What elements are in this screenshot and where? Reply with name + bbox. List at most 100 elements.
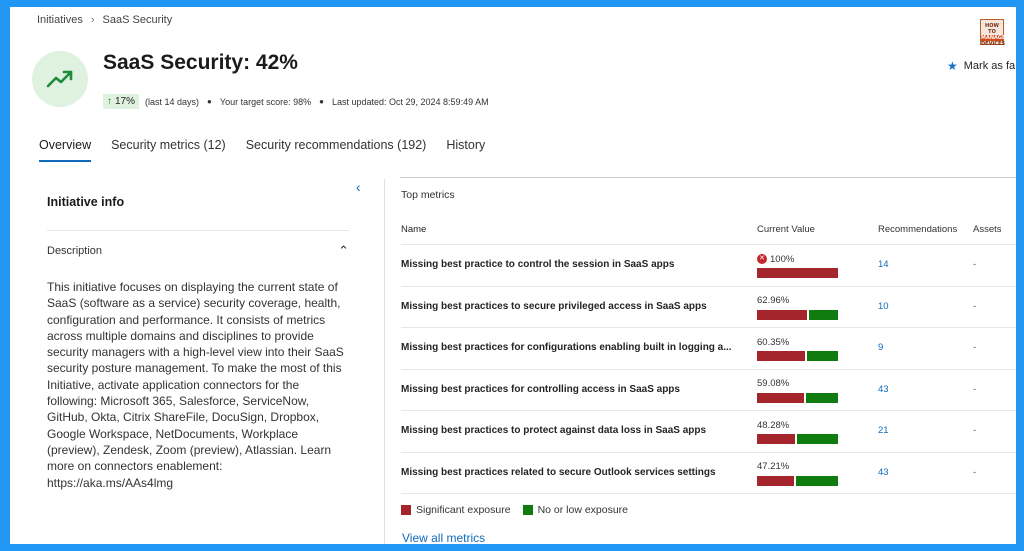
legend-significant-label: Significant exposure: [416, 504, 511, 516]
column-header-name[interactable]: Name: [401, 224, 427, 235]
current-value-line: ✕ 100%: [757, 253, 878, 265]
current-value: 100%: [770, 253, 795, 265]
panel-divider: [384, 179, 385, 544]
trend-period: (last 14 days): [145, 96, 200, 107]
error-icon: ✕: [757, 254, 767, 264]
initiative-info-panel: Initiative info Description ⌃ This initi…: [47, 193, 349, 491]
metric-name[interactable]: Missing best practices to protect agains…: [401, 425, 707, 436]
column-header-current-value[interactable]: Current Value: [757, 224, 815, 235]
assets-value: -: [973, 300, 977, 312]
legend-swatch-low: [522, 505, 533, 515]
current-value-line: 47.21%: [757, 461, 878, 473]
chevron-up-icon[interactable]: ⌃: [338, 243, 349, 258]
exposure-bar-low: [796, 475, 838, 486]
current-value: 60.35%: [757, 336, 790, 348]
metric-name[interactable]: Missing best practices for controlling a…: [401, 383, 680, 395]
recommendations-link[interactable]: 21: [878, 425, 889, 436]
exposure-bar-low: [797, 434, 838, 444]
trend-value: 17%: [115, 96, 136, 107]
legend-significant: Significant exposure: [401, 504, 511, 516]
metric-name[interactable]: Missing best practices for configuration…: [401, 342, 732, 353]
table-body: Missing best practice to control the ses…: [401, 245, 1016, 494]
separator-dot-icon: ●: [319, 97, 324, 106]
current-value-line: 62.96%: [757, 295, 878, 307]
exposure-bar: [757, 392, 838, 403]
current-value: 48.28%: [757, 419, 790, 431]
recommendations-link[interactable]: 43: [878, 466, 889, 478]
assets-value: -: [973, 466, 977, 478]
metric-name[interactable]: Missing best practice to control the ses…: [401, 259, 675, 270]
section-divider: [400, 177, 1016, 178]
app-frame: Initiatives › SaaS Security HOW TO MANAG…: [10, 7, 1016, 544]
top-metrics-table: Name Current Value Recommendations Asset…: [401, 219, 1016, 494]
current-value: 47.21%: [757, 461, 790, 472]
initiative-info-title: Initiative info: [47, 193, 349, 231]
exposure-bar-low: [807, 351, 838, 361]
current-value-cell: 59.08%: [757, 378, 878, 403]
site-logo: HOW TO MANAGE DEVICES: [980, 19, 1006, 47]
metric-name[interactable]: Missing best practices related to secure…: [401, 466, 716, 478]
breadcrumb: Initiatives › SaaS Security: [37, 14, 172, 26]
current-value-cell: 48.28%: [757, 419, 878, 444]
tab-security-metrics[interactable]: Security metrics (12): [111, 138, 226, 152]
logo-line-1: HOW TO: [985, 23, 999, 35]
favorite-label: Mark as fa: [963, 60, 1016, 72]
description-header[interactable]: Description ⌃: [47, 243, 349, 259]
legend-low-label: No or low exposure: [537, 504, 629, 516]
exposure-bar-significant: [757, 351, 805, 361]
logo-line-3: DEVICES: [981, 41, 1005, 47]
exposure-bar-low: [809, 309, 838, 320]
current-value-cell: 60.35%: [757, 336, 878, 361]
description-label: Description: [47, 245, 103, 257]
last-updated: Last updated: Oct 29, 2024 8:59:49 AM: [331, 96, 489, 107]
assets-value: -: [973, 259, 977, 270]
exposure-bar-significant: [757, 268, 838, 278]
view-all-metrics-link[interactable]: View all metrics: [402, 531, 486, 544]
table-row[interactable]: Missing best practices to protect agains…: [401, 411, 1016, 453]
tab-bar: Overview Security metrics (12) Security …: [39, 138, 485, 162]
assets-value: -: [973, 425, 977, 436]
table-row[interactable]: Missing best practices related to secure…: [401, 453, 1016, 494]
table-row[interactable]: Missing best practices for controlling a…: [401, 370, 1016, 411]
exposure-bar: [757, 434, 838, 444]
trend-badge: ↑ 17%: [103, 94, 140, 109]
current-value-line: 48.28%: [757, 419, 878, 431]
current-value-cell: ✕ 100%: [757, 253, 878, 278]
exposure-bar-significant: [757, 434, 795, 444]
mark-as-favorite-button[interactable]: ★ Mark as fa: [947, 59, 1015, 73]
tab-security-recommendations[interactable]: Security recommendations (192): [245, 138, 427, 152]
description-text: This initiative focuses on displaying th…: [47, 280, 344, 490]
separator-dot-icon: ●: [207, 97, 212, 106]
current-value-cell: 47.21%: [757, 461, 878, 486]
exposure-bar-significant: [757, 392, 804, 403]
legend-low: No or low exposure: [522, 504, 629, 516]
tab-overview[interactable]: Overview: [39, 138, 92, 162]
breadcrumb-current: SaaS Security: [102, 14, 173, 26]
breadcrumb-initiatives-link[interactable]: Initiatives: [37, 14, 83, 26]
column-header-recommendations[interactable]: Recommendations: [878, 224, 958, 235]
table-row[interactable]: Missing best practices for configuration…: [401, 328, 1016, 370]
page-title: SaaS Security: 42%: [103, 51, 298, 74]
recommendations-link[interactable]: 10: [878, 300, 889, 312]
tab-history[interactable]: History: [446, 138, 486, 152]
recommendations-link[interactable]: 43: [878, 383, 889, 395]
recommendations-link[interactable]: 14: [878, 259, 889, 270]
legend-swatch-significant: [401, 505, 411, 515]
collapse-panel-chevron-icon[interactable]: ‹: [356, 179, 361, 195]
column-header-assets[interactable]: Assets: [973, 224, 1002, 235]
assets-value: -: [973, 383, 977, 395]
target-score: Your target score: 98%: [219, 96, 312, 107]
score-summary: ↑ 17% (last 14 days) ● Your target score…: [103, 94, 489, 109]
table-header: Name Current Value Recommendations Asset…: [401, 219, 1016, 245]
table-row[interactable]: Missing best practices to secure privile…: [401, 287, 1016, 328]
recommendations-link[interactable]: 9: [878, 342, 884, 353]
current-value: 62.96%: [757, 295, 790, 306]
current-value-line: 60.35%: [757, 336, 878, 348]
table-row[interactable]: Missing best practice to control the ses…: [401, 245, 1016, 287]
assets-value: -: [973, 342, 977, 353]
logo-line-2: MANAGE: [981, 35, 1006, 41]
arrow-up-icon: ↑: [107, 96, 112, 107]
current-value: 59.08%: [757, 378, 790, 389]
metric-name[interactable]: Missing best practices to secure privile…: [401, 300, 707, 312]
exposure-bar-low: [806, 392, 838, 403]
